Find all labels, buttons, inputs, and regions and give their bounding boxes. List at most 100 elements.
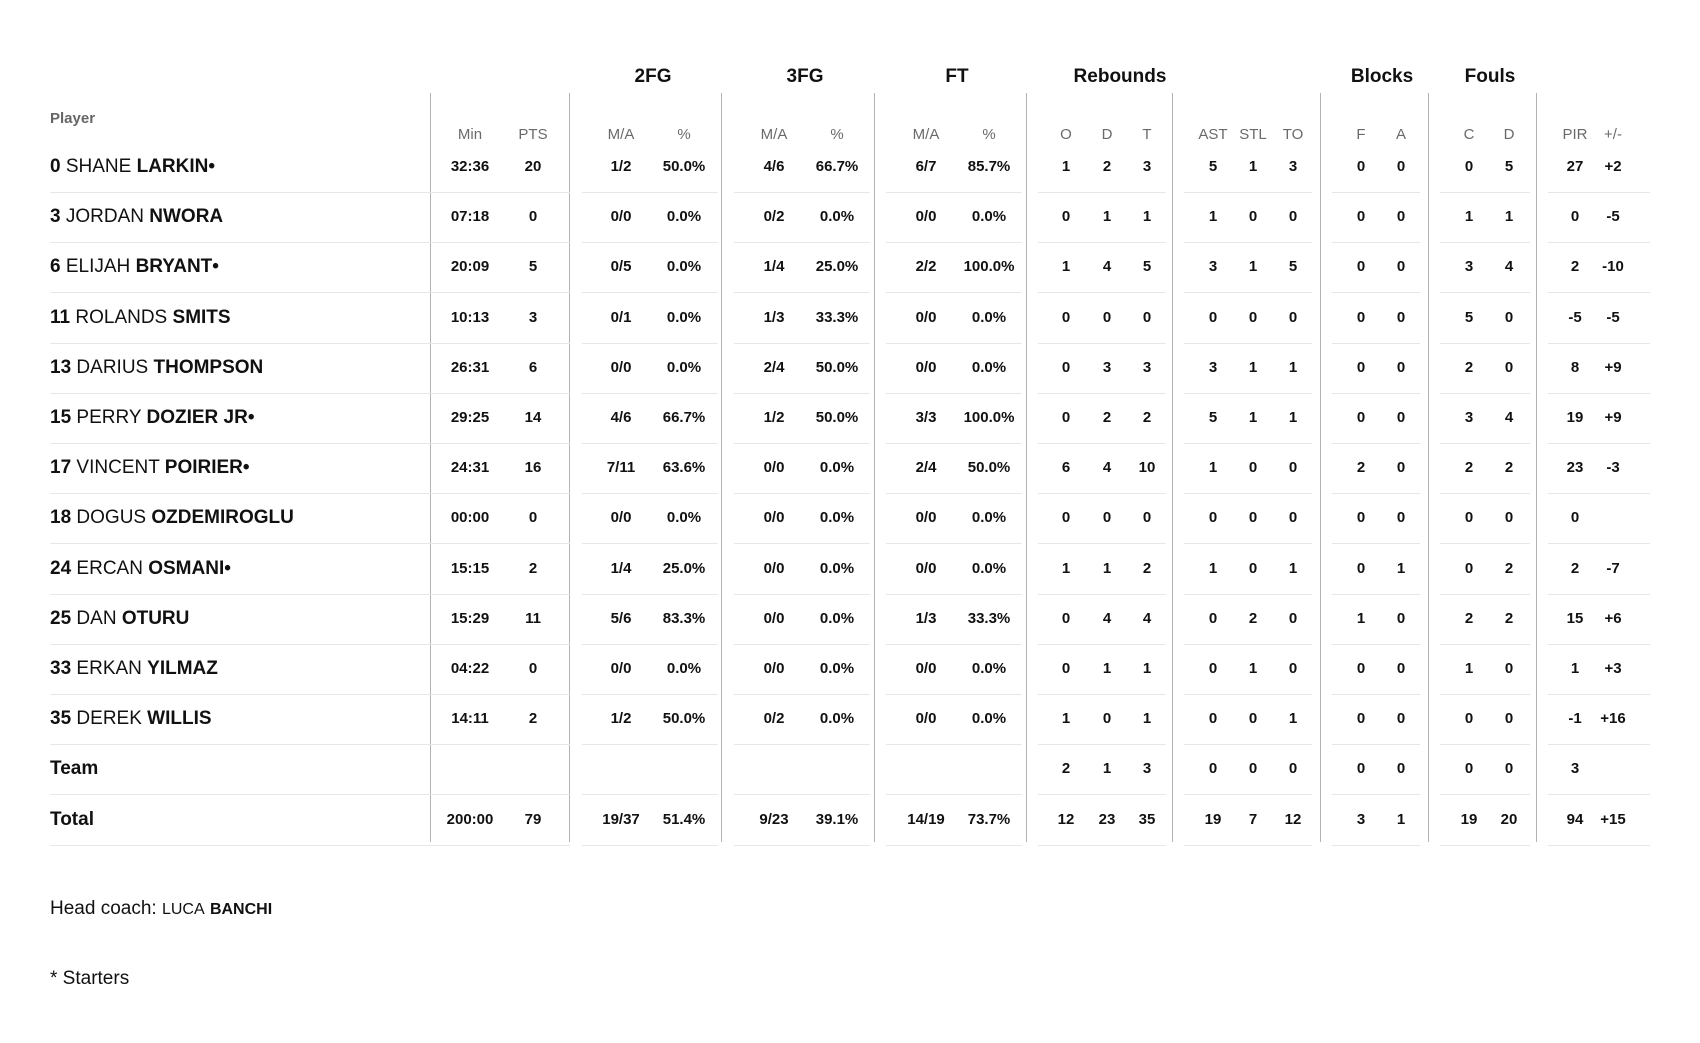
- stat-cell: 1/2: [610, 158, 632, 175]
- stat-cell: 94: [1566, 810, 1584, 828]
- box-score-table: 2FG 3FG FT Rebounds Blocks Fouls Player Min PTS M…: [50, 66, 1650, 846]
- stat-cell: 0: [1248, 710, 1258, 728]
- stat-cell: 2/2: [915, 258, 937, 276]
- stat-cell: 0/0: [763, 660, 785, 677]
- stat-cell: 50.0%: [662, 158, 706, 175]
- row-separator: [582, 192, 718, 193]
- stat-cell: 2: [1102, 158, 1112, 175]
- row-separator: [886, 242, 1022, 243]
- row-separator: [50, 443, 570, 444]
- row-separator: [1184, 192, 1312, 193]
- row-separator: [1548, 543, 1650, 544]
- column-header: Min: [457, 126, 483, 143]
- row-separator: [582, 845, 718, 846]
- player-column-header: Player: [50, 110, 96, 127]
- stat-cell: 3: [1288, 158, 1298, 175]
- stat-cell: 66.7%: [815, 158, 859, 175]
- stat-cell: 0: [528, 208, 538, 226]
- stat-cell: 0/0: [610, 208, 632, 226]
- row-separator: [1440, 744, 1530, 745]
- stat-cell: 0: [1504, 358, 1514, 376]
- stat-cell: 23: [1566, 459, 1584, 477]
- stat-cell: 3: [1142, 358, 1152, 376]
- column-header: M/A: [912, 126, 940, 143]
- stat-cell: 1: [1061, 258, 1071, 276]
- stat-cell: 20: [1500, 810, 1518, 828]
- stat-cell: 25.0%: [815, 258, 859, 276]
- stat-cell: 5: [1208, 158, 1218, 175]
- row-separator: [582, 644, 718, 645]
- stat-cell: 0: [1396, 158, 1406, 175]
- column-header: +/-: [1604, 126, 1622, 143]
- row-separator: [1332, 242, 1420, 243]
- row-separator: [886, 543, 1022, 544]
- row-separator: [1332, 794, 1420, 795]
- stat-cell: 63.6%: [662, 459, 706, 477]
- player-name: 3 JORDAN NWORA: [50, 206, 223, 228]
- row-separator: [1440, 242, 1530, 243]
- stat-cell: 0: [1464, 509, 1474, 527]
- row-separator: [582, 242, 718, 243]
- row-separator: [1440, 845, 1530, 846]
- stat-cell: 0: [1248, 760, 1258, 778]
- row-separator: [50, 794, 570, 795]
- stat-cell: 0: [1061, 308, 1071, 326]
- row-separator: [1440, 292, 1530, 293]
- stat-cell: 0/0: [915, 710, 937, 728]
- row-separator: [734, 543, 870, 544]
- stat-cell: 83.3%: [662, 609, 706, 627]
- row-separator: [1038, 343, 1166, 344]
- stat-cell: 2: [1248, 609, 1258, 627]
- stat-cell: 20: [524, 158, 542, 175]
- stat-cell: 5: [1142, 258, 1152, 276]
- row-separator: [1440, 543, 1530, 544]
- player-first-name: VINCENT: [76, 457, 160, 479]
- stat-cell: 33.3%: [815, 308, 859, 326]
- row-separator: [886, 393, 1022, 394]
- row-separator: [1038, 192, 1166, 193]
- row-separator: [582, 292, 718, 293]
- row-separator: [1038, 493, 1166, 494]
- player-last-name: BRYANT: [135, 256, 213, 278]
- stat-cell: 2: [1504, 559, 1514, 577]
- stat-cell: 0/0: [763, 459, 785, 477]
- row-separator: [1184, 493, 1312, 494]
- row-separator: [886, 443, 1022, 444]
- row-separator: [734, 343, 870, 344]
- column-separator: [874, 93, 875, 842]
- row-label-total: Total: [50, 809, 94, 831]
- stat-cell: 5: [1464, 308, 1474, 326]
- stat-cell: 29:25: [450, 409, 490, 426]
- row-separator: [1548, 644, 1650, 645]
- stat-cell: 2: [1464, 459, 1474, 477]
- stat-cell: -7: [1606, 559, 1620, 577]
- stat-cell: 0.0%: [666, 258, 702, 276]
- stat-cell: 0: [1356, 258, 1366, 276]
- column-separator: [1172, 93, 1173, 842]
- stat-cell: 3: [1208, 258, 1218, 276]
- stat-cell: 39.1%: [815, 810, 859, 828]
- row-separator: [1038, 242, 1166, 243]
- row-label-team: Team: [50, 758, 98, 780]
- row-separator: [1038, 644, 1166, 645]
- stat-cell: 0: [1356, 158, 1366, 175]
- stat-cell: 2/4: [915, 459, 937, 477]
- stat-cell: 0/0: [610, 358, 632, 376]
- row-separator: [582, 543, 718, 544]
- row-separator: [50, 644, 570, 645]
- row-separator: [1440, 493, 1530, 494]
- row-separator: [1332, 343, 1420, 344]
- stat-cell: 1: [1061, 559, 1071, 577]
- stat-cell: 23: [1098, 810, 1116, 828]
- group-header-rebounds: Rebounds: [1073, 66, 1167, 87]
- player-number: 17: [50, 457, 72, 479]
- row-separator: [1332, 594, 1420, 595]
- player-last-name: OTURU: [121, 607, 190, 629]
- starter-mark: •: [208, 156, 216, 177]
- stat-cell: 1: [1208, 459, 1218, 477]
- stat-cell: 8: [1570, 358, 1580, 376]
- stat-cell: 1: [1102, 559, 1112, 577]
- stat-cell: 73.7%: [967, 810, 1011, 828]
- stat-cell: 3: [1356, 810, 1366, 828]
- stat-cell: 25.0%: [662, 559, 706, 577]
